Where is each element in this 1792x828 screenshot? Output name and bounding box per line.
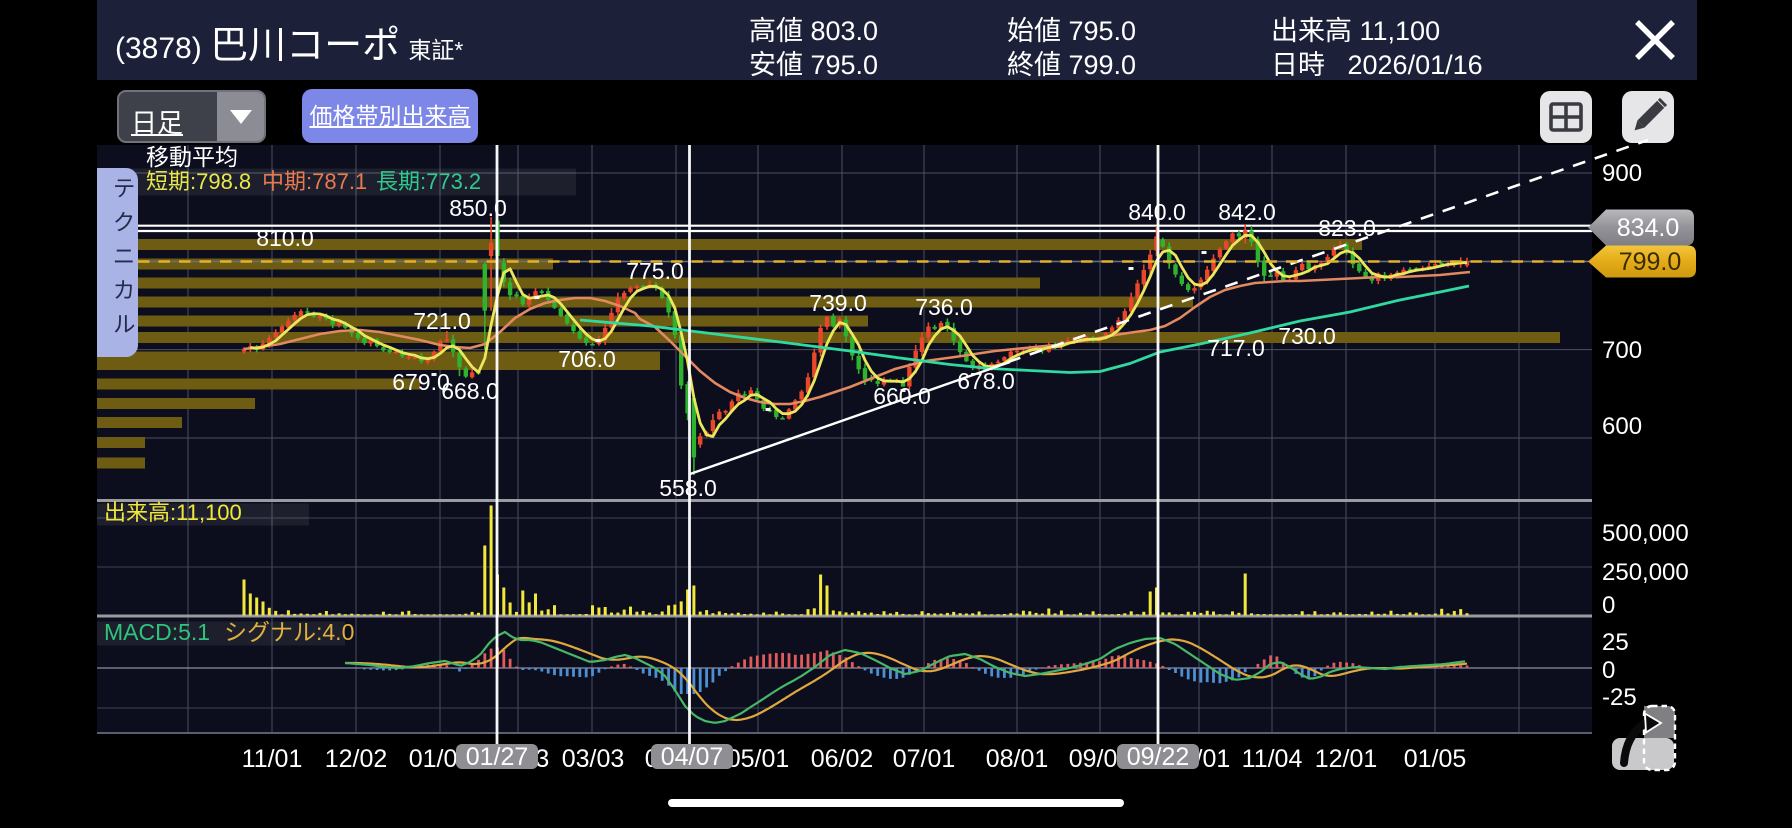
svg-text:11/04: 11/04 xyxy=(1242,745,1303,773)
svg-text:12/01: 12/01 xyxy=(1315,745,1378,773)
svg-text:12/02: 12/02 xyxy=(325,745,388,773)
svg-text:799.0: 799.0 xyxy=(1619,248,1682,276)
svg-text:840.0: 840.0 xyxy=(1128,199,1186,225)
svg-text:700: 700 xyxy=(1602,337,1642,364)
svg-text:0: 0 xyxy=(1602,657,1615,684)
svg-text:08/01: 08/01 xyxy=(986,745,1049,773)
svg-text:730.0: 730.0 xyxy=(1278,323,1336,349)
svg-text:移動平均: 移動平均 xyxy=(146,144,238,170)
svg-text:706.0: 706.0 xyxy=(558,346,616,372)
svg-text:900: 900 xyxy=(1602,160,1642,187)
svg-text:600: 600 xyxy=(1602,413,1642,440)
svg-text:717.0: 717.0 xyxy=(1207,335,1265,361)
svg-text:668.0: 668.0 xyxy=(441,378,499,404)
svg-text:678.0: 678.0 xyxy=(957,368,1015,394)
svg-text:823.0: 823.0 xyxy=(1318,215,1376,241)
svg-text:842.0: 842.0 xyxy=(1218,199,1276,225)
svg-text:679.0: 679.0 xyxy=(392,369,450,395)
svg-text:MACD:5.1: MACD:5.1 xyxy=(104,619,210,645)
svg-text:11/01: 11/01 xyxy=(242,745,303,773)
svg-text:25: 25 xyxy=(1602,629,1629,656)
svg-text:739.0: 739.0 xyxy=(809,290,867,316)
svg-text:06/02: 06/02 xyxy=(811,745,874,773)
svg-text:05/01: 05/01 xyxy=(727,745,790,773)
svg-text:500,000: 500,000 xyxy=(1602,520,1689,547)
svg-text:-25: -25 xyxy=(1602,684,1637,711)
svg-text:中期:787.1: 中期:787.1 xyxy=(262,169,367,194)
svg-text:250,000: 250,000 xyxy=(1602,559,1689,586)
svg-text:短期:798.8: 短期:798.8 xyxy=(146,169,251,194)
svg-text:01/27: 01/27 xyxy=(466,743,529,771)
svg-text:07/01: 07/01 xyxy=(893,745,956,773)
svg-text:01/05: 01/05 xyxy=(1404,745,1467,773)
svg-text:シグナル:4.0: シグナル:4.0 xyxy=(224,619,354,645)
svg-text:03/03: 03/03 xyxy=(562,745,625,773)
svg-text:04/07: 04/07 xyxy=(661,743,724,771)
svg-text:850.0: 850.0 xyxy=(449,195,507,221)
svg-text:834.0: 834.0 xyxy=(1617,214,1680,242)
svg-text:736.0: 736.0 xyxy=(915,294,973,320)
svg-text:出来高:11,100: 出来高:11,100 xyxy=(104,500,242,525)
svg-text:810.0: 810.0 xyxy=(256,225,314,251)
svg-text:775.0: 775.0 xyxy=(626,258,684,284)
svg-text:660.0: 660.0 xyxy=(873,383,931,409)
svg-text:721.0: 721.0 xyxy=(413,308,471,334)
svg-text:長期:773.2: 長期:773.2 xyxy=(376,169,481,194)
svg-text:0: 0 xyxy=(1602,592,1615,619)
svg-text:09/22: 09/22 xyxy=(1127,743,1190,771)
svg-text:558.0: 558.0 xyxy=(659,475,717,501)
